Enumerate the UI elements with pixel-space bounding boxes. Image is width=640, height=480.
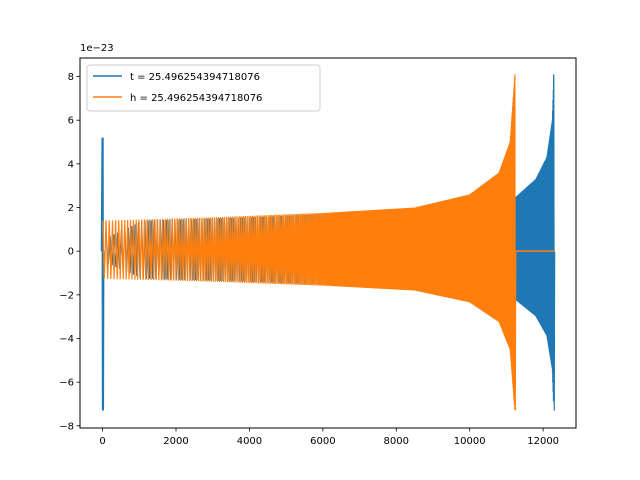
y-tick-label: −4 (59, 334, 74, 345)
x-tick-label: 0 (99, 436, 105, 447)
legend-label-t: t = 25.496254394718076 (130, 72, 260, 83)
legend: t = 25.496254394718076 h = 25.4962543947… (86, 64, 321, 112)
series-t-initial-spike (100, 137, 105, 411)
x-tick-label: 2000 (163, 436, 188, 447)
y-tick-label: −2 (59, 290, 74, 301)
y-tick-label: 2 (68, 203, 74, 214)
x-tick-label: 6000 (310, 436, 335, 447)
y-tick-label: 6 (68, 116, 74, 127)
y-tick-label: 0 (68, 247, 74, 258)
x-tick-label: 12000 (527, 436, 559, 447)
series-line (101, 74, 517, 411)
y-axis: −8 −6 −4 −2 0 2 4 6 8 (59, 72, 80, 432)
y-tick-label: −6 (59, 378, 74, 389)
series-layer (100, 74, 556, 411)
legend-label-h: h = 25.496254394718076 (130, 93, 262, 104)
x-tick-label: 8000 (384, 436, 409, 447)
x-tick-label: 4000 (237, 436, 262, 447)
y-tick-label: 8 (68, 72, 74, 83)
plot-frame (79, 57, 577, 429)
legend-box (86, 64, 321, 112)
y-offset-label: 1e−23 (80, 43, 114, 54)
y-tick-label: −8 (59, 421, 74, 432)
x-axis: 0 2000 4000 6000 8000 10000 12000 (99, 428, 559, 447)
series-h (101, 74, 555, 411)
y-tick-label: 4 (68, 159, 74, 170)
x-tick-label: 10000 (454, 436, 486, 447)
